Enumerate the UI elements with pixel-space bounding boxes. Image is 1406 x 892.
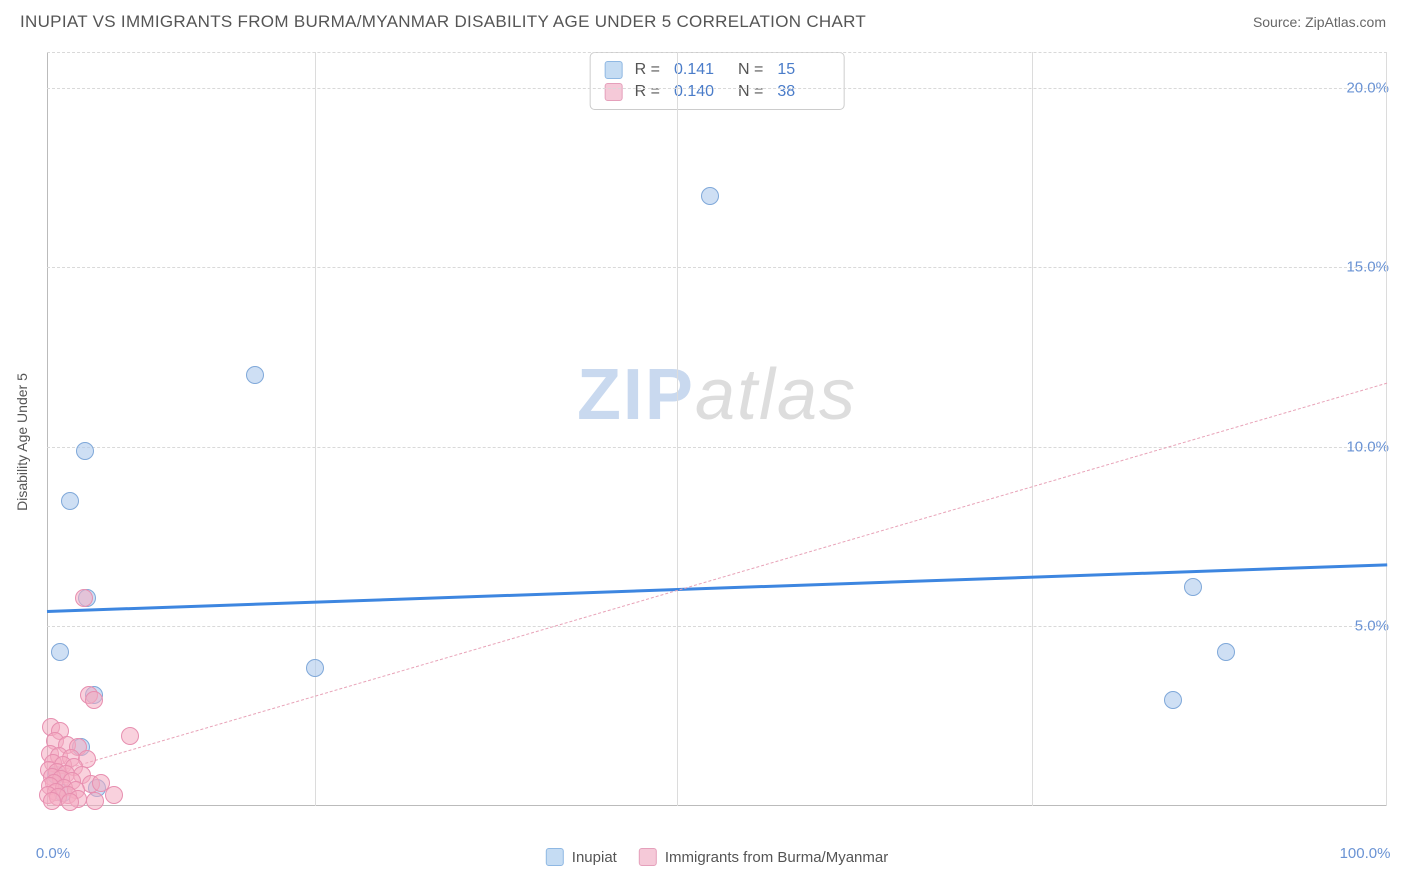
data-point <box>85 691 103 709</box>
y-axis-line <box>47 52 48 806</box>
data-point <box>246 366 264 384</box>
legend-label-burma: Immigrants from Burma/Myanmar <box>665 849 888 866</box>
y-tick-label: 15.0% <box>1346 259 1389 276</box>
legend-label-inupiat: Inupiat <box>572 849 617 866</box>
y-tick-label: 5.0% <box>1355 618 1389 635</box>
data-point <box>701 187 719 205</box>
x-tick-label: 100.0% <box>1340 845 1391 862</box>
gridline-h <box>47 267 1387 268</box>
gridline-h <box>47 447 1387 448</box>
y-tick-label: 10.0% <box>1346 438 1389 455</box>
stats-legend: R = 0.141 N = 15 R = 0.140 N = 38 <box>590 52 845 110</box>
chart-title: INUPIAT VS IMMIGRANTS FROM BURMA/MYANMAR… <box>20 12 866 32</box>
gridline-v <box>1032 52 1033 806</box>
data-point <box>51 643 69 661</box>
data-point <box>86 792 104 810</box>
r-value-burma: 0.140 <box>674 83 726 101</box>
stats-row-inupiat: R = 0.141 N = 15 <box>605 59 830 81</box>
swatch-pink-icon <box>605 83 623 101</box>
watermark: ZIPatlas <box>577 354 857 436</box>
data-point <box>75 589 93 607</box>
n-value-burma: 38 <box>777 83 829 101</box>
data-point <box>1184 578 1202 596</box>
data-point <box>76 442 94 460</box>
x-axis-line <box>47 805 1387 806</box>
gridline-v <box>677 52 678 806</box>
swatch-blue-icon <box>546 848 564 866</box>
chart-container: Disability Age Under 5 ZIPatlas R = 0.14… <box>47 52 1387 832</box>
legend-item-burma: Immigrants from Burma/Myanmar <box>639 848 888 866</box>
swatch-blue-icon <box>605 61 623 79</box>
data-point <box>105 786 123 804</box>
plot-area: ZIPatlas R = 0.141 N = 15 R = 0.140 N = … <box>47 52 1387 832</box>
data-point <box>1217 643 1235 661</box>
trendline-burma <box>47 382 1387 774</box>
gridline-h <box>47 626 1387 627</box>
data-point <box>61 492 79 510</box>
y-axis-label: Disability Age Under 5 <box>14 373 30 511</box>
data-point <box>306 659 324 677</box>
series-legend: Inupiat Immigrants from Burma/Myanmar <box>546 848 888 866</box>
n-label: N = <box>738 83 763 101</box>
gridline-h <box>47 88 1387 89</box>
swatch-pink-icon <box>639 848 657 866</box>
stats-row-burma: R = 0.140 N = 38 <box>605 81 830 103</box>
r-value-inupiat: 0.141 <box>674 61 726 79</box>
r-label: R = <box>635 61 660 79</box>
gridline-h <box>47 52 1387 53</box>
r-label: R = <box>635 83 660 101</box>
x-tick-label: 0.0% <box>36 845 70 862</box>
chart-header: INUPIAT VS IMMIGRANTS FROM BURMA/MYANMAR… <box>0 0 1406 38</box>
y-tick-label: 20.0% <box>1346 79 1389 96</box>
gridline-v <box>1386 52 1387 806</box>
legend-item-inupiat: Inupiat <box>546 848 617 866</box>
data-point <box>61 793 79 811</box>
data-point <box>43 792 61 810</box>
data-point <box>121 727 139 745</box>
n-value-inupiat: 15 <box>777 61 829 79</box>
watermark-atlas: atlas <box>695 355 857 435</box>
gridline-v <box>315 52 316 806</box>
chart-source: Source: ZipAtlas.com <box>1253 14 1386 30</box>
n-label: N = <box>738 61 763 79</box>
data-point <box>1164 691 1182 709</box>
